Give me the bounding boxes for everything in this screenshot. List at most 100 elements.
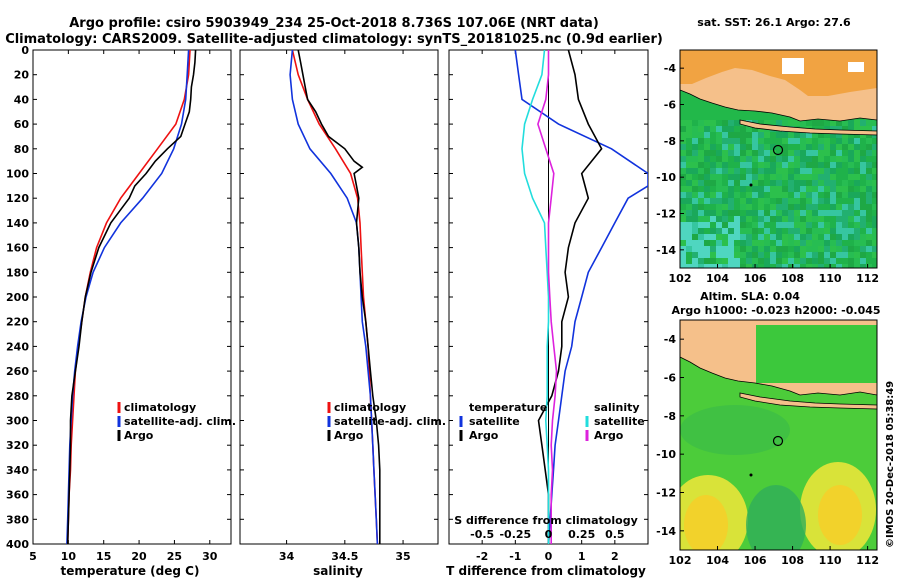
sst-cell: [818, 138, 824, 144]
sst-cell: [782, 252, 788, 258]
legend-climatology-label: climatology: [124, 401, 196, 414]
sst-cell: [830, 192, 836, 198]
sst-cell: [764, 210, 770, 216]
sst-cell: [752, 150, 758, 156]
sst-cell: [692, 198, 698, 204]
sst-cell: [740, 216, 746, 222]
sst-cell: [830, 150, 836, 156]
sst-cell: [758, 150, 764, 156]
sst-cell: [812, 150, 818, 156]
sst-cell: [782, 216, 788, 222]
sst-cell: [716, 234, 722, 240]
sst-cell: [716, 174, 722, 180]
sst-cell: [770, 198, 776, 204]
sst-cell: [686, 168, 692, 174]
sst-cell: [806, 258, 812, 264]
sst-cell: [872, 144, 877, 150]
sst-cell: [812, 132, 818, 138]
sst-cell: [824, 126, 830, 132]
sst-cell: [686, 162, 692, 168]
sst-cell: [830, 234, 836, 240]
sst-cell: [854, 222, 860, 228]
sst-cell: [794, 252, 800, 258]
map-y-tick-label: -10: [656, 171, 676, 184]
sst-cell: [866, 222, 872, 228]
sst-cell: [854, 186, 860, 192]
salinity-legend: climatology satellite-adj. clim. Argo: [327, 401, 446, 442]
sst-cell: [770, 156, 776, 162]
sst-cell: [812, 144, 818, 150]
sst-cell: [842, 240, 848, 246]
sst-cell: [848, 180, 854, 186]
sst-cell: [872, 120, 877, 126]
sst-cell: [692, 228, 698, 234]
sst-cell: [710, 240, 716, 246]
sst-cell: [716, 246, 722, 252]
sst-cell: [710, 144, 716, 150]
sst-cell: [722, 216, 728, 222]
sst-cell: [866, 186, 872, 192]
sst-cell: [842, 228, 848, 234]
sst-cell: [812, 174, 818, 180]
sst-cell: [836, 210, 842, 216]
sst-cell: [836, 216, 842, 222]
sst-cell: [740, 234, 746, 240]
sst-cell: [722, 198, 728, 204]
sst-cell: [686, 234, 692, 240]
sst-cell: [800, 246, 806, 252]
sst-cell: [812, 210, 818, 216]
sst-cell: [818, 192, 824, 198]
sst-cell: [836, 126, 842, 132]
sst-cell: [764, 252, 770, 258]
sst-cell: [860, 162, 866, 168]
sst-cell: [794, 138, 800, 144]
x-tick-label: 5: [29, 550, 37, 563]
sst-cell: [698, 264, 704, 268]
temperature-lines: [66, 50, 197, 544]
sst-cell: [860, 258, 866, 264]
sst-cell: [854, 126, 860, 132]
sst-cell: [728, 138, 734, 144]
sst-cell: [704, 240, 710, 246]
temperature-x-axis: 5 10 15 20 25 30: [29, 50, 218, 563]
sst-cell: [698, 174, 704, 180]
sst-cell: [872, 204, 877, 210]
sst-cell: [686, 246, 692, 252]
sst-cell: [854, 144, 860, 150]
sst-cell: [872, 180, 877, 186]
sst-cell: [800, 198, 806, 204]
sst-cell: [776, 120, 782, 126]
sst-cell: [818, 144, 824, 150]
sst-cell: [752, 174, 758, 180]
sst-cell: [704, 162, 710, 168]
sst-cell: [710, 234, 716, 240]
sst-cell: [860, 264, 866, 268]
y-tick-label: 360: [6, 489, 29, 502]
sst-cell: [698, 180, 704, 186]
sst-cell: [752, 240, 758, 246]
sst-cell: [818, 174, 824, 180]
sst-cell: [716, 144, 722, 150]
sst-cell: [746, 156, 752, 162]
sst-cell: [800, 132, 806, 138]
sst-cell: [758, 228, 764, 234]
sst-cell: [734, 222, 740, 228]
y-tick-label: 320: [6, 439, 29, 452]
sst-cell: [692, 174, 698, 180]
sst-cell: [848, 222, 854, 228]
sst-cell: [770, 240, 776, 246]
y-tick-label: 200: [6, 291, 29, 304]
sst-cell: [704, 204, 710, 210]
sst-cell: [842, 258, 848, 264]
sst-cell: [872, 174, 877, 180]
sst-cell: [836, 120, 842, 126]
sst-cell: [782, 144, 788, 150]
sst-java-coast: [739, 119, 877, 136]
sst-cell: [866, 162, 872, 168]
sst-cell: [746, 216, 752, 222]
sst-cell: [776, 132, 782, 138]
sst-cell: [794, 120, 800, 126]
x-tick-label: 30: [202, 550, 218, 563]
map-x-tick-label: 102: [669, 272, 692, 285]
